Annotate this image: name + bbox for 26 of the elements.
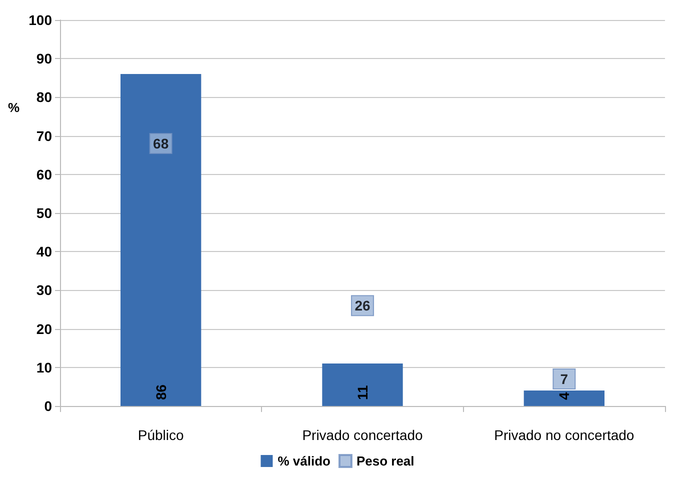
y-tick-label: 80 [36,89,52,106]
y-tick-label: 70 [36,128,52,144]
data-label: 4 [556,392,572,400]
y-tick-label: 100 [28,12,52,28]
bar [120,74,202,406]
x-tick-label: Público [138,427,184,443]
data-label: 11 [354,384,370,400]
data-label: 86 [152,384,169,400]
y-tick-label: 30 [36,282,52,298]
y-axis-title: % [8,100,20,115]
data-label: 68 [153,136,169,152]
legend-label: % válido [278,454,331,468]
y-tick-label: 10 [36,359,52,376]
y-tick-label: 20 [36,320,52,337]
bar [524,390,604,406]
x-tick-label: Privado concertado [302,427,424,443]
x-tick-label: Privado no concertado [494,427,634,443]
y-tick-label: 40 [36,244,52,260]
data-label: 7 [560,370,568,387]
y-tick-label: 90 [36,50,52,67]
bar [322,364,403,406]
y-tick-label: 50 [36,205,52,221]
y-tick-label: 0 [44,398,52,414]
data-label: 26 [354,298,370,314]
legend-label: Peso real [356,454,414,468]
y-tick-label: 60 [36,166,52,182]
